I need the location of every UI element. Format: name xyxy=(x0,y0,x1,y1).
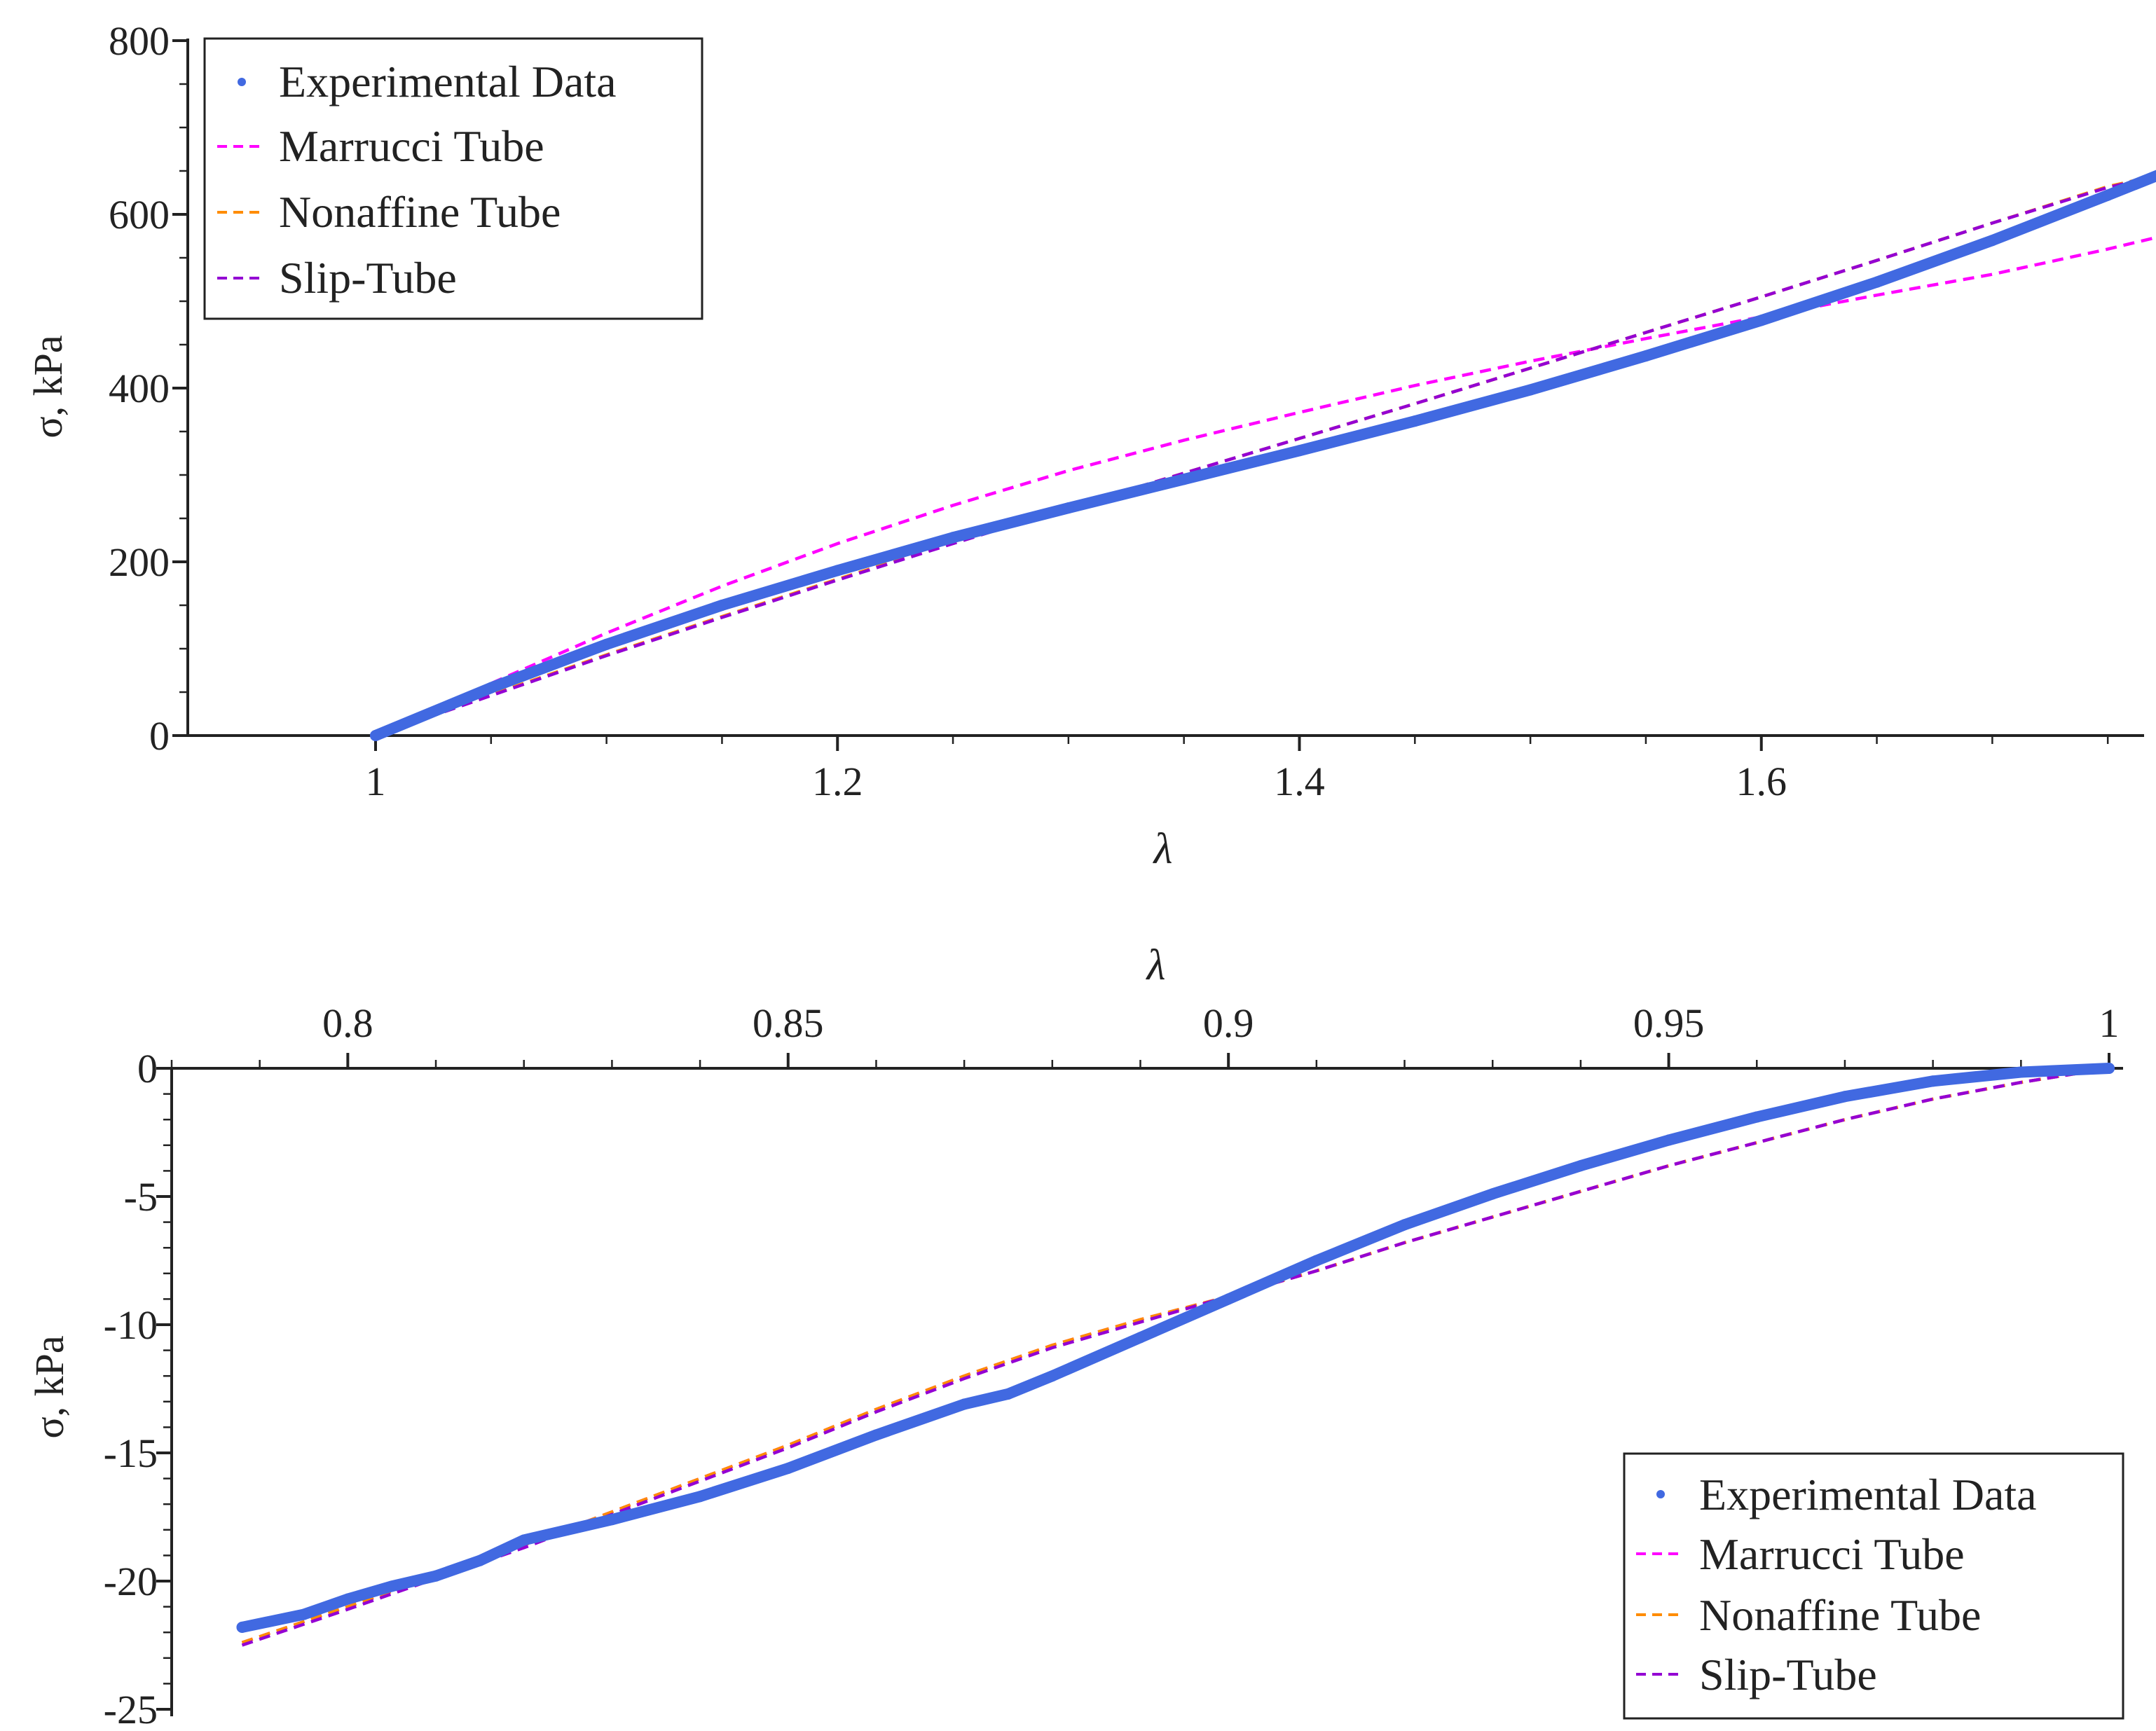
data-point-experimental-data xyxy=(430,1570,442,1582)
data-point-experimental-data xyxy=(236,1621,248,1633)
data-point-experimental-data xyxy=(1062,502,1074,514)
data-point-experimental-data xyxy=(298,1608,310,1620)
top-legend-label-experimental: Experimental Data xyxy=(279,57,617,106)
top-legend-label-nonaffine: Nonaffine Tube xyxy=(279,187,561,237)
bottom-axis-ticks: 0.8 0.85 0.9 0.95 1 0 -5 -10 -15 -20 -25 xyxy=(104,1000,2120,1731)
series-experimental-data xyxy=(236,1063,2115,1633)
top-legend-label-marrucci: Marrucci Tube xyxy=(279,121,544,171)
data-point-experimental-data xyxy=(2103,1063,2115,1074)
y-tick-label: -20 xyxy=(104,1559,158,1604)
data-point-experimental-data xyxy=(1525,384,1537,396)
y-tick-label: 200 xyxy=(109,539,170,585)
bottom-legend: Experimental Data Marrucci Tube Nonaffin… xyxy=(1623,1452,2124,1720)
data-point-experimental-data xyxy=(600,638,612,650)
bottom-series xyxy=(236,1063,2115,1647)
data-point-experimental-data xyxy=(1640,350,1652,362)
data-point-experimental-data xyxy=(1927,1075,1939,1087)
data-point-experimental-data xyxy=(716,600,728,611)
data-point-experimental-data xyxy=(1487,1188,1499,1200)
x-tick-label: 1.2 xyxy=(812,759,863,804)
data-point-experimental-data xyxy=(1178,474,1190,485)
data-point-experimental-data xyxy=(1574,1160,1586,1172)
data-point-experimental-data xyxy=(832,565,844,577)
y-tick-label: 0 xyxy=(137,1046,158,1091)
data-point-experimental-data xyxy=(1134,1332,1146,1344)
data-point-experimental-data xyxy=(2015,1066,2027,1078)
data-point-experimental-data xyxy=(1986,235,1998,247)
y-tick-label: 600 xyxy=(109,192,170,237)
data-point-experimental-data xyxy=(870,1429,882,1441)
bottom-x-axis-title: λ xyxy=(1146,942,1166,989)
series-experimental-data xyxy=(370,170,2156,741)
top-legend-marker-experimental xyxy=(238,78,246,86)
series-slip-tube xyxy=(241,1066,2110,1647)
bottom-panel: 0.8 0.85 0.9 0.95 10-5-10-15-20-25 λ σ, kPa … xyxy=(27,942,2124,1731)
series-slip-tube xyxy=(375,174,2156,738)
data-point-experimental-data xyxy=(1663,1134,1675,1146)
data-point-experimental-data xyxy=(2102,189,2114,201)
data-point-experimental-data xyxy=(1751,1111,1763,1123)
data-point-experimental-data xyxy=(342,1593,354,1605)
data-point-experimental-data xyxy=(518,1534,530,1546)
data-point-experimental-data xyxy=(606,1514,618,1526)
data-point-experimental-data xyxy=(386,1580,398,1592)
data-point-experimental-data xyxy=(474,1554,486,1566)
data-point-experimental-data xyxy=(1002,1388,1014,1400)
data-point-experimental-data xyxy=(1755,315,1767,326)
data-point-experimental-data xyxy=(947,532,959,544)
x-tick-label: 1.6 xyxy=(1736,759,1787,804)
y-tick-label: -5 xyxy=(124,1174,158,1220)
top-legend: Experimental Data Marrucci Tube Nonaffin… xyxy=(203,37,703,320)
x-tick-label: 0.95 xyxy=(1633,1000,1705,1046)
x-tick-label: 0.8 xyxy=(322,1000,373,1046)
data-point-experimental-data xyxy=(1399,1219,1410,1231)
top-panel: 11.21.41.61.80200400600800 λ σ, kPa Expe… xyxy=(25,18,2156,873)
data-point-experimental-data xyxy=(1409,415,1421,427)
x-tick-label: 0.9 xyxy=(1203,1000,1254,1046)
data-point-experimental-data xyxy=(1293,445,1305,457)
bottom-legend-label-marrucci: Marrucci Tube xyxy=(1699,1529,1965,1579)
data-point-experimental-data xyxy=(959,1398,970,1410)
data-point-experimental-data xyxy=(782,1462,794,1474)
y-tick-label: 0 xyxy=(149,713,170,759)
data-point-experimental-data xyxy=(1223,1293,1235,1305)
bottom-legend-label-nonaffine: Nonaffine Tube xyxy=(1699,1590,1981,1640)
data-point-experimental-data xyxy=(370,730,381,741)
top-series xyxy=(370,170,2156,741)
series-marrucci-tube xyxy=(375,235,2156,738)
bottom-y-axis-title: σ, kPa xyxy=(27,1335,72,1438)
y-tick-label: -10 xyxy=(104,1302,158,1348)
x-tick-label: 1 xyxy=(366,759,386,804)
top-axis-ticks: 11.21.41.61.80200400600800 xyxy=(109,18,1787,804)
top-legend-label-slip: Slip-Tube xyxy=(279,253,457,303)
data-point-experimental-data xyxy=(1310,1255,1322,1267)
top-y-axis-title: σ, kPa xyxy=(25,335,71,438)
y-tick-label: -25 xyxy=(104,1687,158,1731)
data-point-experimental-data xyxy=(485,682,497,694)
y-tick-label: -15 xyxy=(104,1430,158,1476)
y-tick-label: 800 xyxy=(109,18,170,64)
data-point-experimental-data xyxy=(694,1491,706,1503)
bottom-legend-marker-experimental xyxy=(1656,1490,1665,1498)
data-point-experimental-data xyxy=(1046,1370,1058,1382)
top-legend-box xyxy=(203,37,703,320)
x-tick-label: 1 xyxy=(2099,1000,2120,1046)
top-x-axis-title: λ xyxy=(1153,825,1173,873)
y-tick-label: 400 xyxy=(109,366,170,411)
x-tick-label: 0.85 xyxy=(753,1000,824,1046)
bottom-legend-label-slip: Slip-Tube xyxy=(1699,1650,1877,1699)
data-point-experimental-data xyxy=(1839,1091,1851,1103)
bottom-legend-box xyxy=(1623,1452,2124,1720)
x-tick-label: 1.4 xyxy=(1274,759,1325,804)
bottom-legend-label-experimental: Experimental Data xyxy=(1699,1470,2037,1519)
data-point-experimental-data xyxy=(1871,276,1883,288)
